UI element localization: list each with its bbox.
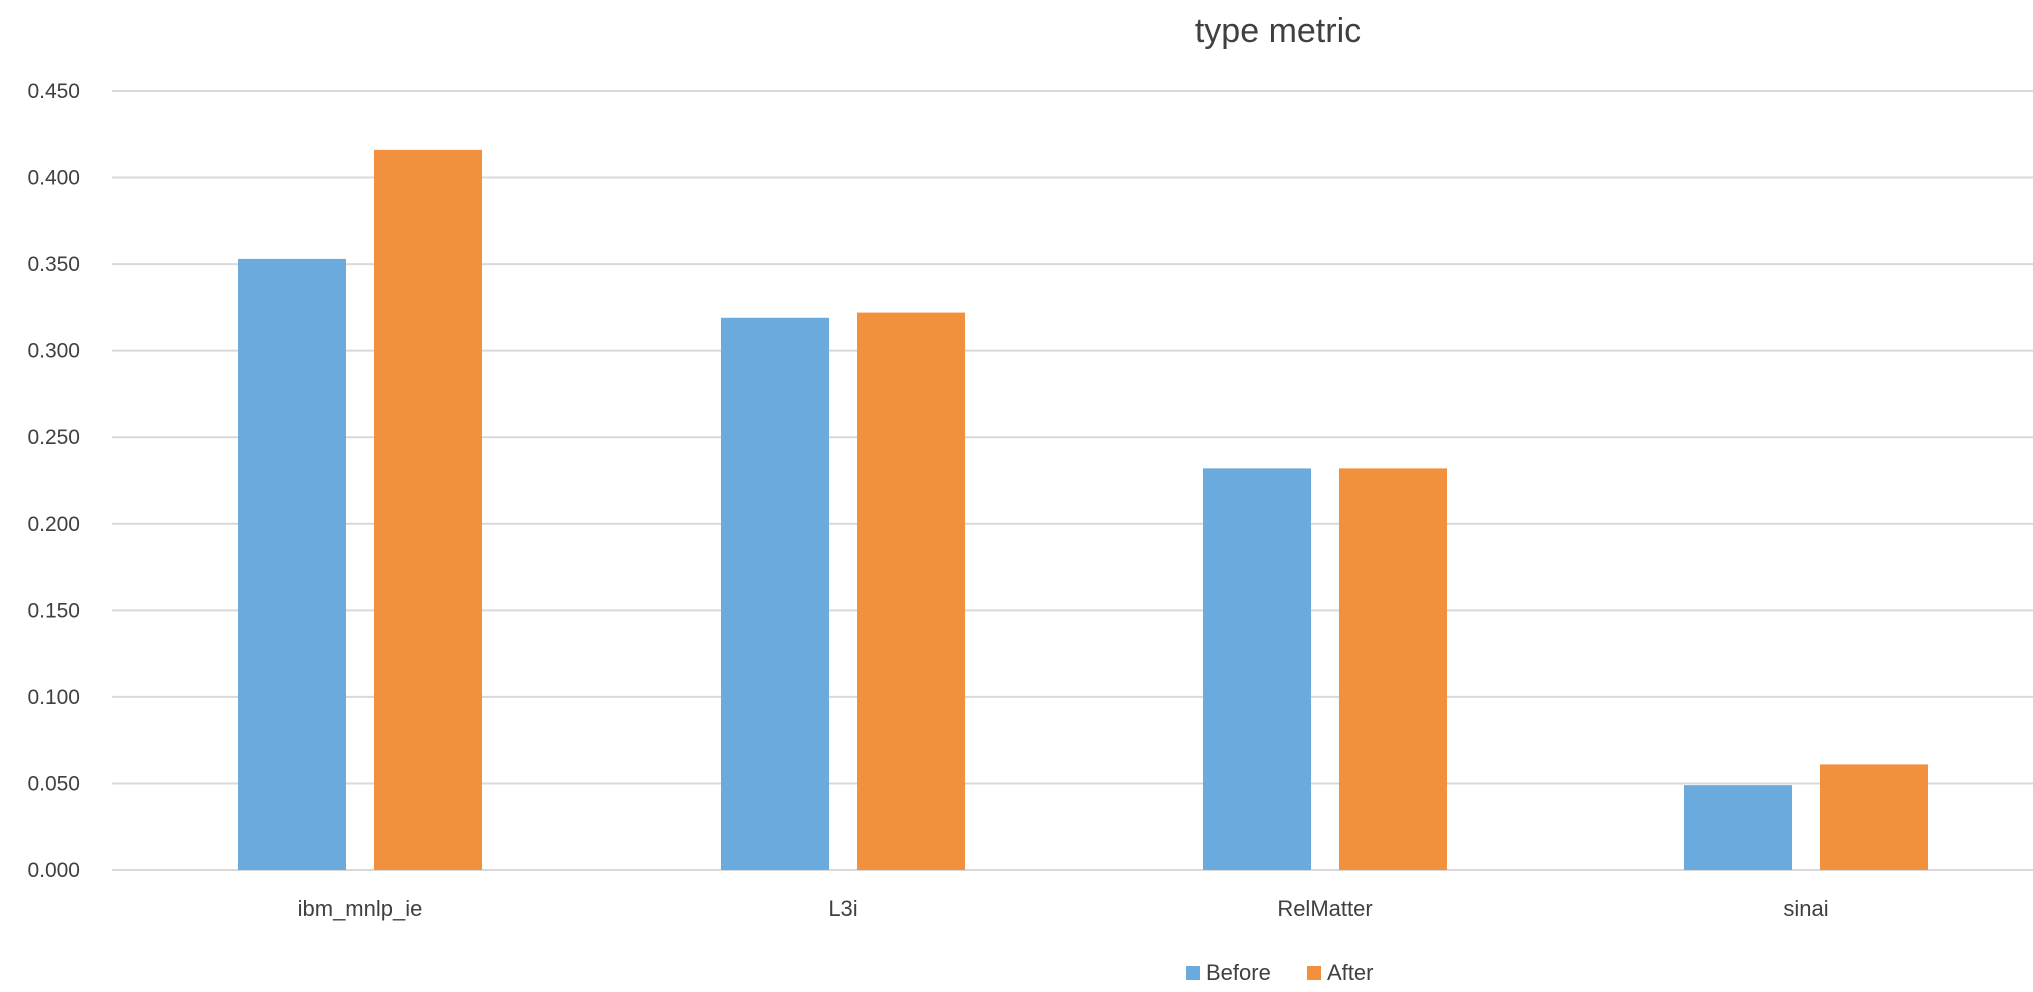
- bar-after-relmatter: [1339, 468, 1447, 870]
- x-category-label: ibm_mnlp_ie: [298, 896, 423, 921]
- y-axis-ticks: 0.000 0.050 0.100 0.150 0.200 0.250 0.300 0.350…: [27, 80, 80, 882]
- x-category-label: RelMatter: [1277, 896, 1372, 921]
- bars: [238, 149, 1928, 871]
- bar-before-l3i: [721, 317, 829, 871]
- bar-before-ibm_mnlp_ie: [238, 258, 346, 870]
- y-tick-label: 0.450: [27, 80, 80, 103]
- y-tick-label: 0.350: [27, 253, 80, 276]
- bar-before-relmatter: [1203, 468, 1311, 870]
- bar-before-sinai: [1684, 785, 1792, 870]
- y-tick-label: 0.150: [27, 599, 80, 622]
- x-axis-categories: ibm_mnlp_ie L3i RelMatter sinai: [298, 896, 1829, 921]
- y-tick-label: 0.300: [27, 340, 80, 363]
- legend-item-before: Before: [1186, 960, 1271, 985]
- legend-label: Before: [1206, 960, 1271, 985]
- chart-title: type metric: [1195, 12, 1361, 50]
- legend-item-after: After: [1307, 960, 1373, 985]
- legend-swatch: [1186, 966, 1200, 980]
- y-tick-label: 0.100: [27, 686, 80, 709]
- y-tick-label: 0.400: [27, 167, 80, 190]
- bar-after-l3i: [857, 312, 965, 870]
- bar-after-sinai: [1820, 764, 1928, 870]
- y-tick-label: 0.050: [27, 772, 80, 795]
- x-category-label: sinai: [1783, 896, 1828, 921]
- y-tick-label: 0.200: [27, 513, 80, 536]
- legend-label: After: [1327, 960, 1373, 985]
- legend-swatch: [1307, 966, 1321, 980]
- bar-after-ibm_mnlp_ie: [374, 149, 482, 870]
- y-tick-label: 0.250: [27, 426, 80, 449]
- y-tick-label: 0.000: [27, 859, 80, 882]
- legend: Before After: [1186, 960, 1373, 985]
- x-category-label: L3i: [828, 896, 857, 921]
